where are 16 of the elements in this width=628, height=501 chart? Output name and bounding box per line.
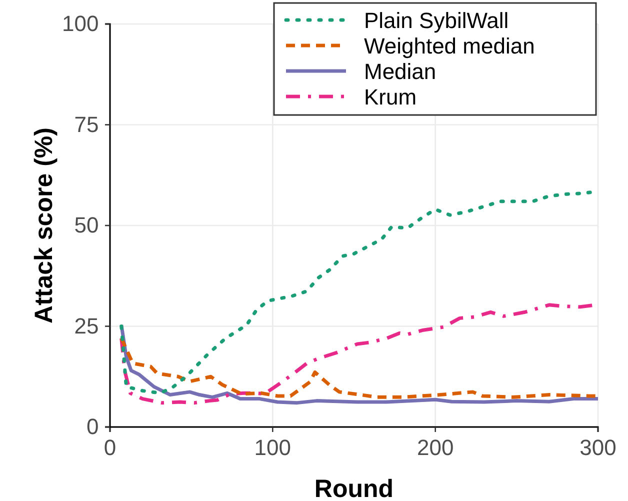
- legend-label: Median: [364, 59, 436, 84]
- line-series: [120, 323, 600, 405]
- y-tick-label: 75: [74, 112, 99, 137]
- y-tick-label: 0: [86, 414, 99, 440]
- legend-label: Weighted median: [364, 34, 535, 58]
- x-tick-label: 300: [580, 434, 616, 460]
- legend-label: Krum: [364, 84, 417, 110]
- x-axis-title: Round: [314, 475, 394, 501]
- legend-label: Plain SybilWall: [364, 8, 509, 33]
- y-tick-label: 25: [74, 313, 99, 338]
- y-tick-label: 100: [62, 11, 99, 36]
- y-tick-label: 50: [74, 212, 99, 238]
- y-axis-title: Attack score (%): [30, 128, 58, 324]
- x-tick-label: 100: [254, 434, 292, 460]
- x-tick-label: 0: [104, 434, 116, 460]
- x-tick-label: 200: [416, 434, 454, 460]
